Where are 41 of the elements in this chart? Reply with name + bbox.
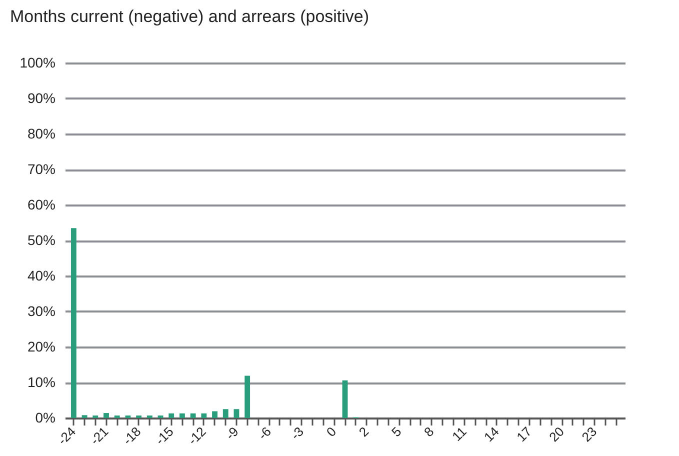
x-tick-label: 2: [356, 424, 372, 440]
x-tick-label: -21: [87, 424, 112, 448]
x-tick-label: 5: [388, 424, 404, 440]
bar: [82, 415, 88, 418]
y-tick-label: 100%: [20, 54, 56, 70]
bar: [104, 413, 109, 418]
x-tick-label: 17: [514, 424, 534, 445]
x-tick-label: 11: [449, 424, 470, 444]
bar: [201, 413, 207, 418]
y-tick-label: 10%: [27, 374, 56, 390]
x-tick-label: -24: [54, 424, 79, 448]
x-tick-label: -3: [288, 424, 307, 443]
y-tick-label: 30%: [27, 303, 56, 319]
bar: [168, 413, 174, 418]
x-tick-label: 8: [421, 424, 437, 440]
bar: [212, 411, 218, 418]
x-tick-label: -18: [120, 424, 144, 448]
bar: [190, 413, 196, 418]
y-tick-label: 60%: [27, 196, 56, 212]
x-tick-label: 14: [481, 424, 502, 445]
x-tick-label: -12: [184, 424, 209, 448]
y-tick-label: 80%: [27, 126, 56, 142]
y-tick-label: 90%: [27, 90, 56, 106]
bar: [244, 376, 250, 418]
bar: [234, 409, 240, 418]
y-tick-label: 0%: [35, 410, 56, 426]
chart-title: Months current (negative) and arrears (positive): [10, 7, 370, 26]
y-tick-label: 50%: [27, 232, 56, 248]
bar: [342, 380, 348, 418]
bar: [222, 409, 228, 418]
x-tick-label: 20: [546, 424, 568, 445]
x-tick-label: 0: [323, 424, 340, 440]
bar: [179, 413, 185, 418]
y-tick-label: 40%: [27, 268, 56, 284]
y-tick-label: 20%: [27, 338, 56, 354]
x-tick-label: 23: [578, 424, 600, 445]
y-tick-label: 70%: [27, 161, 56, 177]
x-tick-label: -15: [152, 424, 176, 448]
x-tick-label: -6: [255, 424, 274, 443]
x-tick-label: -9: [222, 424, 242, 443]
bar: [70, 228, 76, 418]
